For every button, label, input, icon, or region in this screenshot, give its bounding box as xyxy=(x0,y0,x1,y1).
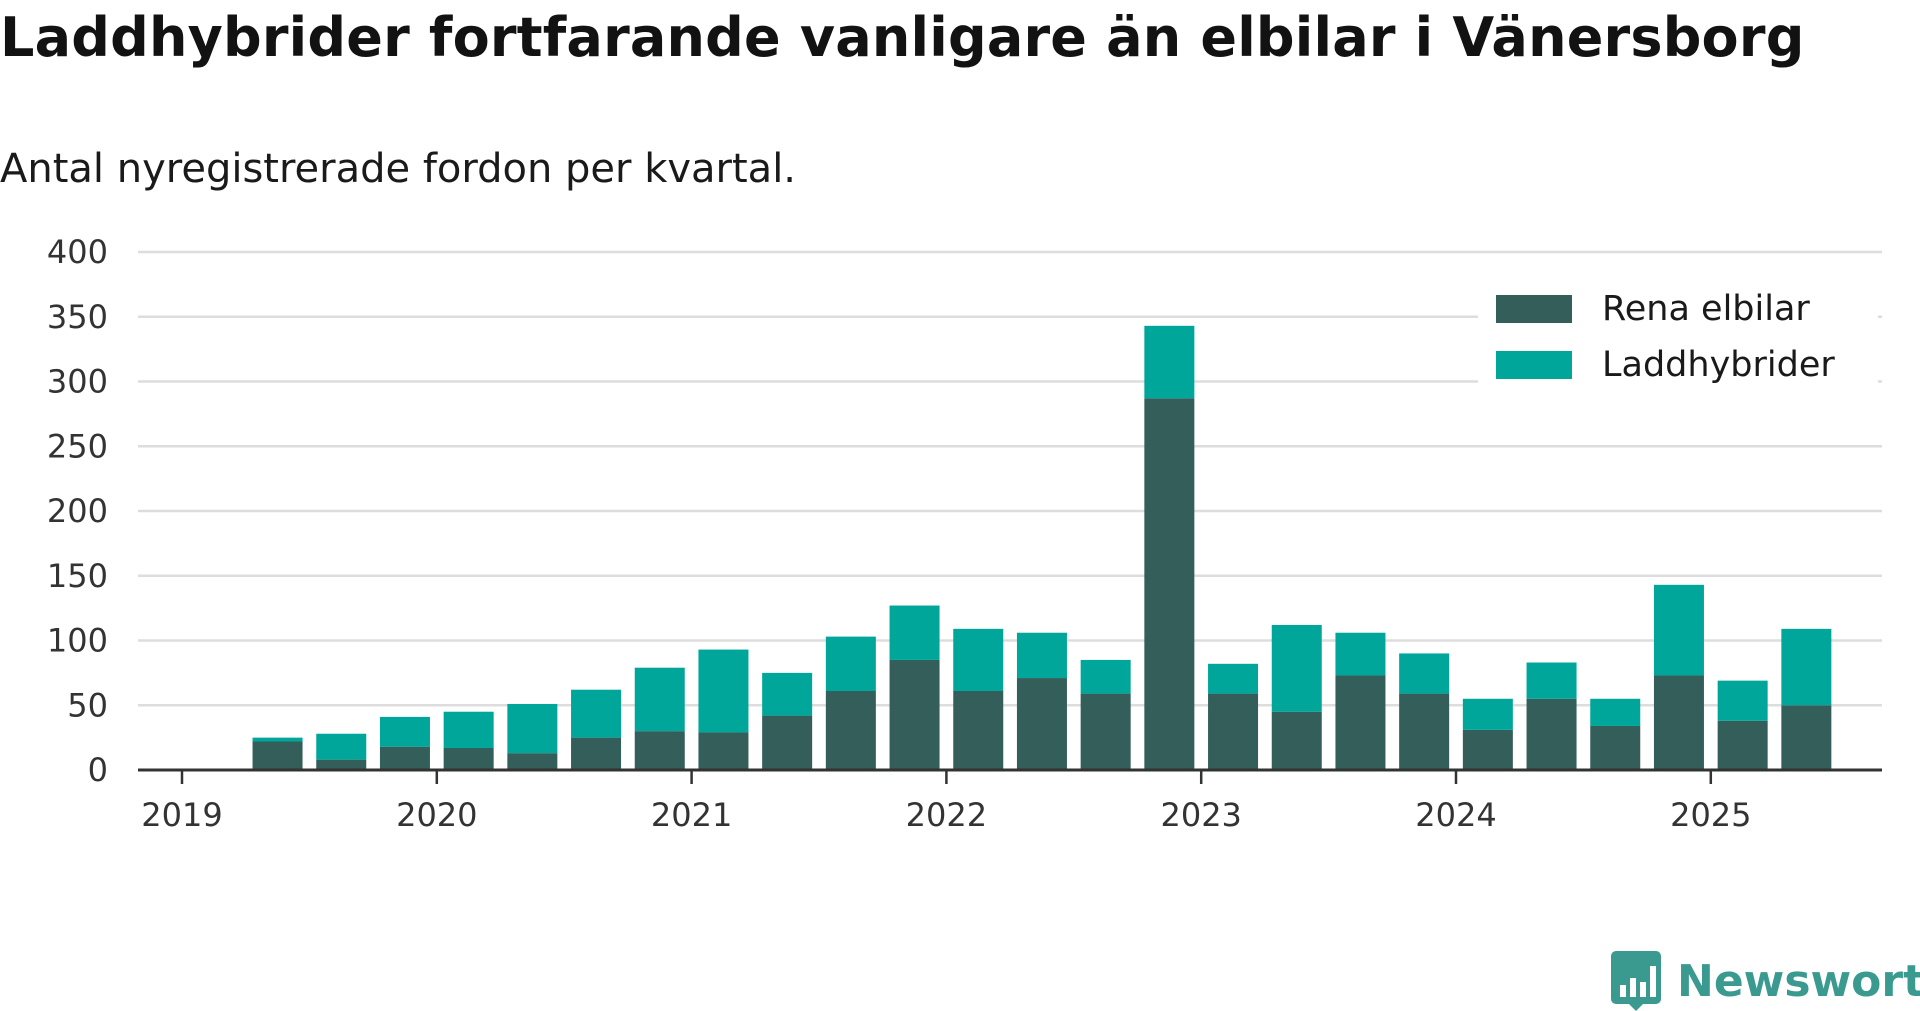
bar-chart-badge-icon xyxy=(1611,951,1661,1011)
bar-laddhybrider xyxy=(1526,662,1577,699)
bar-rena-elbilar xyxy=(1144,398,1195,770)
bar-rena-elbilar xyxy=(1717,720,1768,770)
bar-rena-elbilar xyxy=(252,741,303,770)
bar-laddhybrider xyxy=(443,711,494,748)
legend-label: Rena elbilar xyxy=(1602,289,1810,329)
bar-rena-elbilar xyxy=(379,746,430,770)
chart-subtitle: Antal nyregistrerade fordon per kvartal. xyxy=(0,146,797,192)
bar-laddhybrider xyxy=(1717,680,1768,721)
x-tick-label: 2020 xyxy=(396,796,477,834)
legend-swatch xyxy=(1496,351,1572,379)
bar-rena-elbilar xyxy=(1590,725,1641,770)
bar-rena-elbilar xyxy=(889,659,940,770)
bar-rena-elbilar xyxy=(316,759,367,770)
x-tick-label: 2023 xyxy=(1160,796,1241,834)
bar-rena-elbilar xyxy=(1080,693,1131,770)
bar-laddhybrider xyxy=(953,628,1004,692)
bar-laddhybrider xyxy=(1208,663,1259,694)
bar-rena-elbilar xyxy=(1781,705,1832,770)
y-tick-label: 100 xyxy=(47,622,108,660)
bar-laddhybrider xyxy=(634,667,685,732)
y-tick-label: 50 xyxy=(67,686,108,724)
y-tick-label: 150 xyxy=(47,557,108,595)
bar-rena-elbilar xyxy=(1208,693,1259,770)
bar-laddhybrider xyxy=(507,703,558,754)
y-tick-label: 0 xyxy=(88,751,108,789)
bar-laddhybrider xyxy=(379,716,430,747)
x-tick-label: 2019 xyxy=(141,796,222,834)
brand-logo: Newsworthy xyxy=(1611,951,1920,1011)
y-axis-ticks: 0 50 100 150 200 250 300 350 400 xyxy=(47,233,108,789)
x-tick-label: 2024 xyxy=(1415,796,1496,834)
bar-rena-elbilar xyxy=(1526,698,1577,770)
brand-name: Newsworthy xyxy=(1677,955,1920,1007)
bar-rena-elbilar xyxy=(1271,711,1322,770)
bar-rena-elbilar xyxy=(953,691,1004,770)
bar-rena-elbilar xyxy=(1399,693,1450,770)
bars xyxy=(252,325,1832,770)
bar-laddhybrider xyxy=(698,649,749,733)
bar-laddhybrider xyxy=(1781,628,1832,706)
bar-laddhybrider xyxy=(1335,632,1386,676)
bar-rena-elbilar xyxy=(634,731,685,770)
bar-rena-elbilar xyxy=(1462,729,1513,770)
legend: Rena elbilar Laddhybrider xyxy=(1478,275,1878,395)
y-tick-label: 300 xyxy=(47,363,108,401)
bar-laddhybrider xyxy=(1399,653,1450,694)
bar-rena-elbilar xyxy=(1016,678,1067,770)
y-tick-label: 400 xyxy=(47,233,108,271)
bar-laddhybrider xyxy=(1590,698,1641,726)
bar-laddhybrider xyxy=(762,672,813,716)
bar-rena-elbilar xyxy=(443,747,494,770)
bar-laddhybrider xyxy=(571,689,622,738)
bar-rena-elbilar xyxy=(507,753,558,770)
bar-rena-elbilar xyxy=(762,715,813,770)
bar-laddhybrider xyxy=(1080,659,1131,694)
bar-laddhybrider xyxy=(1653,584,1704,676)
x-tick-label: 2021 xyxy=(651,796,732,834)
bar-rena-elbilar xyxy=(825,691,876,770)
bar-laddhybrider xyxy=(252,737,303,742)
bar-rena-elbilar xyxy=(1335,675,1386,770)
y-tick-label: 250 xyxy=(47,427,108,465)
bar-laddhybrider xyxy=(1144,325,1195,399)
bar-laddhybrider xyxy=(1462,698,1513,730)
legend-label: Laddhybrider xyxy=(1602,345,1835,385)
chart-title: Laddhybrider fortfarande vanligare än el… xyxy=(0,6,1805,69)
y-tick-label: 200 xyxy=(47,492,108,530)
x-tick-label: 2022 xyxy=(906,796,987,834)
bar-rena-elbilar xyxy=(571,737,622,770)
bar-laddhybrider xyxy=(825,636,876,692)
x-tick-label: 2025 xyxy=(1670,796,1751,834)
bar-rena-elbilar xyxy=(698,732,749,770)
bar-rena-elbilar xyxy=(1653,675,1704,770)
x-axis: 2019 2020 2021 2022 2023 2024 2025 xyxy=(138,768,1882,834)
bar-laddhybrider xyxy=(889,605,940,660)
bar-laddhybrider xyxy=(1271,624,1322,712)
bar-laddhybrider xyxy=(316,733,367,760)
y-tick-label: 350 xyxy=(47,298,108,336)
legend-swatch xyxy=(1496,295,1572,323)
bar-laddhybrider xyxy=(1016,632,1067,679)
